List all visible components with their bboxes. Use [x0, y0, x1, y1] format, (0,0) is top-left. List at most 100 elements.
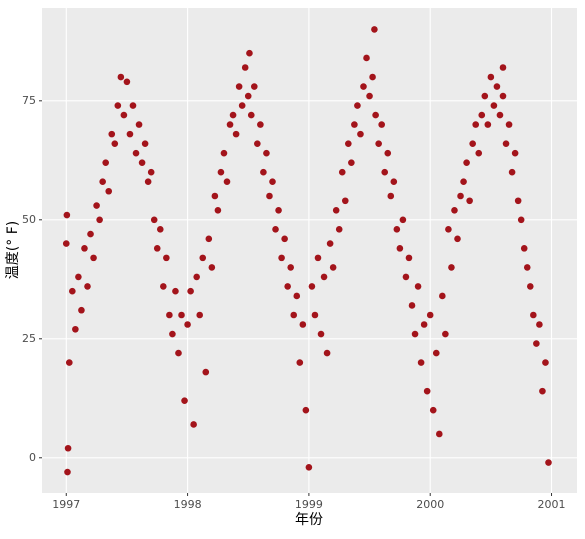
point: [111, 140, 119, 147]
point: [62, 240, 70, 247]
point: [320, 273, 328, 281]
point: [445, 226, 452, 233]
point: [284, 283, 291, 290]
point: [402, 273, 410, 281]
point: [317, 330, 325, 338]
point: [451, 206, 458, 214]
point: [523, 264, 531, 271]
point: [226, 121, 234, 128]
point: [371, 26, 378, 33]
point: [508, 168, 516, 176]
point: [481, 92, 489, 100]
point: [314, 254, 322, 262]
point: [254, 140, 261, 147]
point: [123, 78, 131, 86]
point: [75, 273, 82, 281]
point: [187, 287, 194, 295]
point: [169, 330, 176, 338]
point: [423, 387, 431, 395]
x-axis-label: 年份: [295, 512, 323, 528]
point: [69, 287, 76, 295]
point: [436, 430, 443, 438]
point: [378, 121, 385, 128]
point: [263, 149, 270, 157]
point: [305, 463, 313, 471]
point: [251, 83, 258, 90]
point: [156, 226, 164, 233]
point: [260, 168, 267, 176]
point: [348, 159, 355, 166]
point: [469, 140, 476, 147]
point: [296, 359, 304, 366]
point: [442, 330, 449, 338]
point: [533, 340, 540, 347]
point: [338, 168, 346, 176]
point: [181, 397, 188, 404]
point: [472, 121, 480, 128]
point: [417, 359, 425, 366]
point: [369, 73, 376, 81]
x-tick-label: 2000: [416, 498, 444, 511]
point: [545, 459, 552, 466]
point: [120, 111, 128, 119]
point: [184, 321, 191, 328]
point: [502, 140, 510, 147]
point: [172, 287, 179, 295]
point: [223, 178, 231, 186]
point: [432, 349, 440, 357]
point: [360, 83, 367, 90]
point: [278, 254, 285, 262]
point: [354, 102, 361, 109]
point: [499, 92, 507, 100]
point: [269, 178, 276, 186]
point: [363, 54, 370, 62]
point: [102, 159, 109, 166]
point: [448, 264, 455, 271]
point: [290, 311, 298, 319]
point: [138, 159, 146, 166]
point: [246, 49, 253, 57]
point: [335, 226, 343, 233]
point: [463, 159, 470, 166]
x-tick-label: 1997: [52, 498, 80, 511]
point: [190, 421, 197, 428]
point: [193, 273, 200, 281]
point: [72, 325, 79, 333]
point: [64, 468, 71, 476]
y-tick-label: 0: [29, 451, 36, 464]
y-tick-label: 50: [22, 213, 36, 226]
point: [211, 192, 219, 200]
point: [484, 121, 492, 128]
point: [108, 130, 116, 138]
point: [129, 102, 137, 109]
point: [208, 264, 216, 271]
point: [81, 245, 88, 252]
point: [381, 168, 389, 176]
point: [308, 283, 316, 290]
point: [311, 311, 319, 319]
point: [78, 306, 85, 314]
point: [232, 130, 240, 138]
point: [517, 216, 525, 224]
point: [366, 92, 373, 100]
point: [326, 240, 334, 247]
point: [235, 83, 243, 90]
point: [411, 330, 419, 338]
point: [132, 149, 140, 157]
point: [63, 211, 71, 219]
point: [341, 197, 349, 205]
point: [536, 321, 543, 328]
point: [496, 111, 504, 119]
point: [126, 130, 134, 138]
point: [426, 311, 434, 319]
point: [499, 64, 507, 71]
point: [99, 178, 106, 186]
point: [178, 311, 185, 319]
point: [202, 368, 210, 376]
point: [387, 192, 395, 200]
point: [475, 149, 483, 157]
point: [405, 254, 413, 262]
point: [87, 230, 94, 238]
point: [93, 202, 100, 209]
